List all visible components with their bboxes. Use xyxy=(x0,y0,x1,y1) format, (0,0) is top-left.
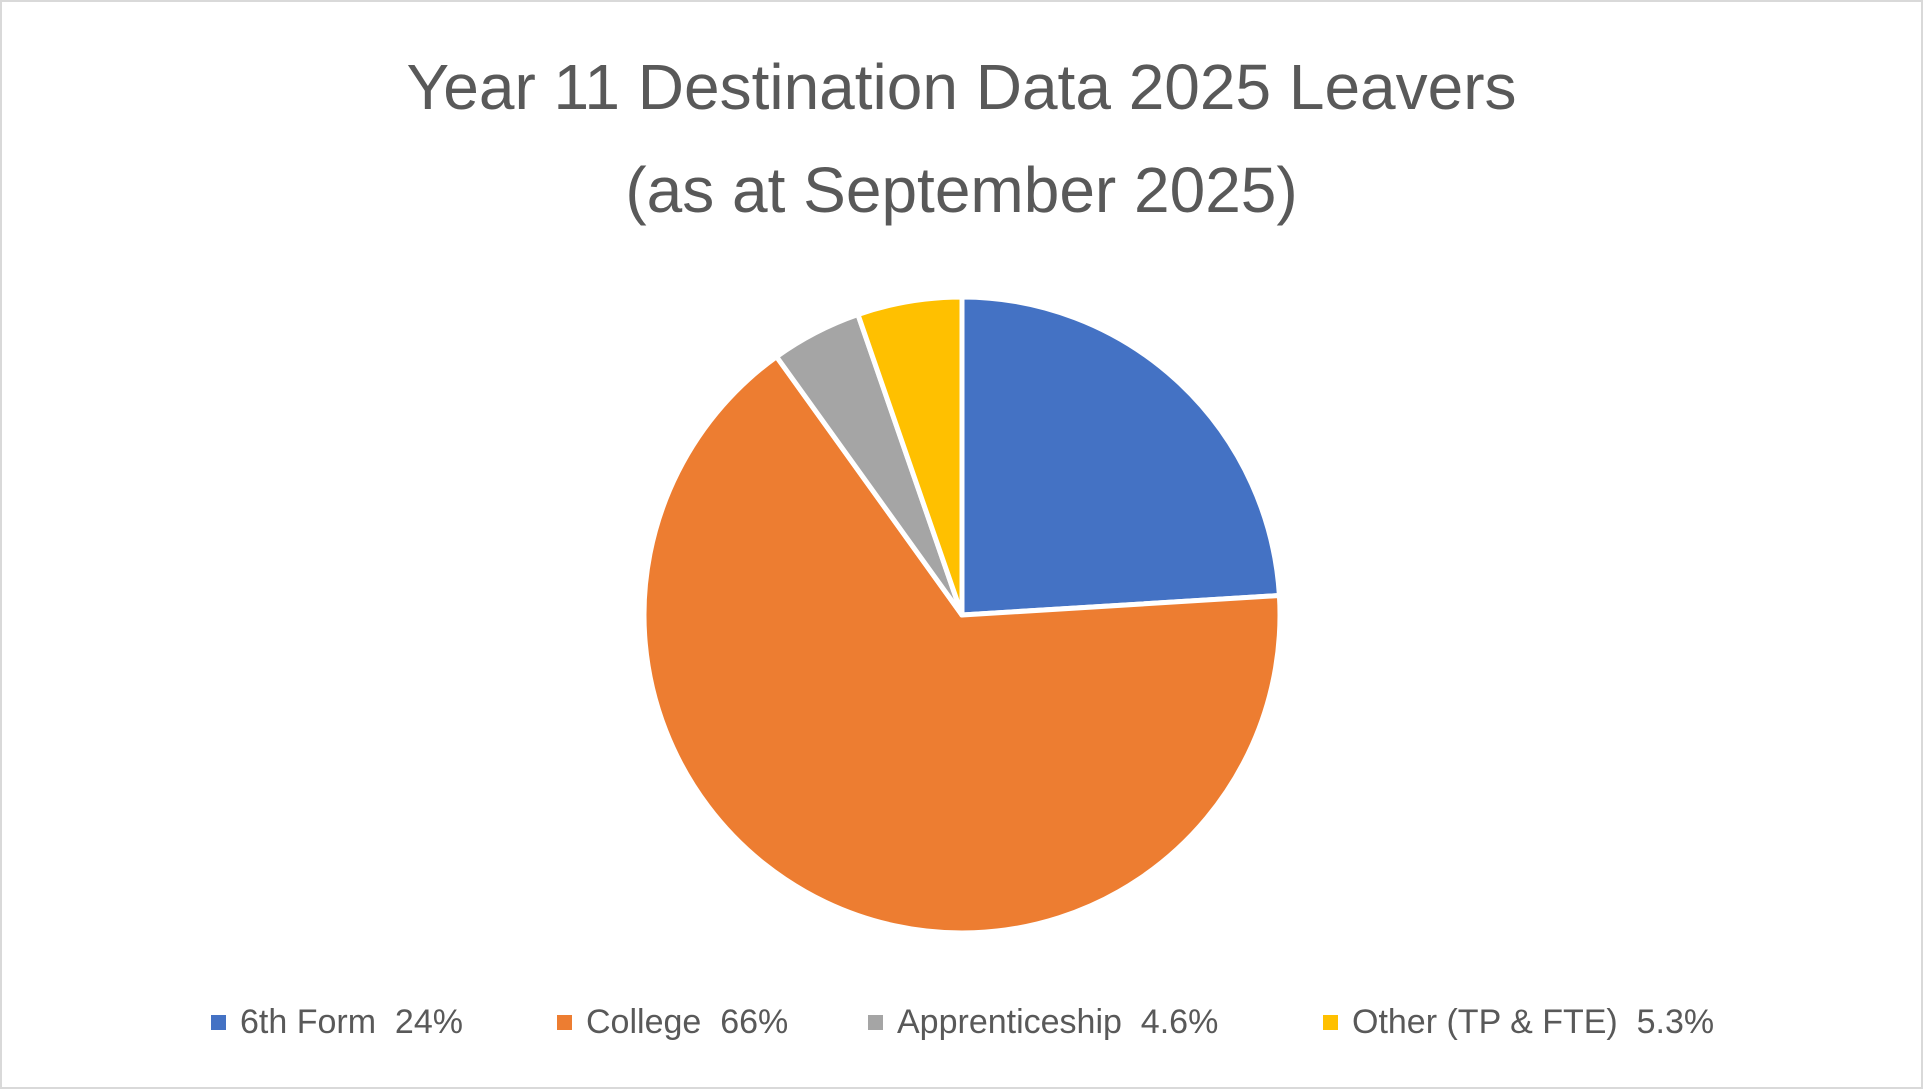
legend-marker-other xyxy=(1323,1014,1338,1030)
legend-marker-apprenticeship xyxy=(868,1014,883,1030)
pie-slice-6th-form xyxy=(959,294,1282,618)
pie-slices xyxy=(641,294,1283,936)
legend-marker-6th-form xyxy=(211,1014,226,1030)
legend-label-6th-form: 6th Form 24% xyxy=(240,1002,463,1041)
legend-label-other: Other (TP & FTE) 5.3% xyxy=(1352,1002,1715,1041)
pie-slice-other-tp-fte xyxy=(855,294,965,618)
legend-item-college: College 66% xyxy=(557,1000,788,1044)
legend-label-college: College 66% xyxy=(586,1002,789,1041)
chart-title-line-2: (as at September 2025) xyxy=(625,154,1298,226)
legend-item-other: Other (TP & FTE) 5.3% xyxy=(1323,1000,1714,1044)
legend-label-apprenticeship: Apprenticeship 4.6% xyxy=(897,1002,1219,1041)
chart-legend: 6th Form 24% College 66% Apprenticeship … xyxy=(0,1000,1923,1044)
pie-slice-college xyxy=(641,354,1283,936)
legend-marker-college xyxy=(557,1014,572,1030)
legend-item-apprenticeship: Apprenticeship 4.6% xyxy=(868,1000,1218,1044)
legend-item-6th-form: 6th Form 24% xyxy=(211,1000,463,1044)
chart-title-line-1: Year 11 Destination Data 2025 Leavers xyxy=(406,51,1517,123)
